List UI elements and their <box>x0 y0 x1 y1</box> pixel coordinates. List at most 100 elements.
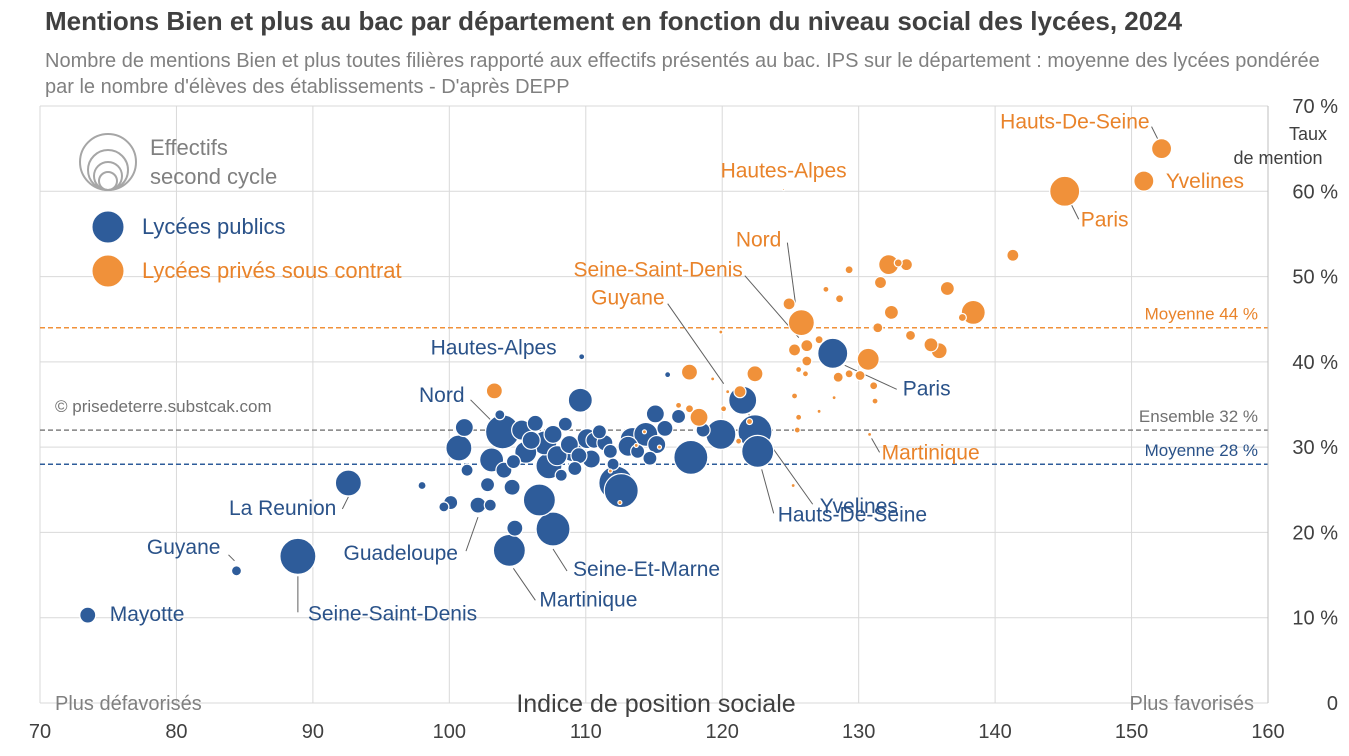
private-point <box>834 294 845 304</box>
public-point-label: Guadeloupe <box>344 542 458 565</box>
private-point <box>904 329 917 342</box>
public-point-label: Seine-Et-Marne <box>573 558 720 581</box>
y-tick-label: 10 % <box>1292 608 1338 630</box>
y-axis-title-2: de mention <box>1233 148 1322 168</box>
public-point <box>522 483 556 517</box>
private-point <box>873 275 888 290</box>
private-point <box>733 385 747 399</box>
y-tick-label: 60 % <box>1292 181 1338 203</box>
private-point <box>782 297 796 311</box>
public-point <box>483 498 497 512</box>
private-point <box>725 389 731 395</box>
private-point <box>746 365 764 383</box>
label-connector <box>761 469 775 514</box>
private-point <box>719 405 728 413</box>
label-connector <box>512 568 536 601</box>
y-tick-label: 0 <box>1327 693 1338 715</box>
label-connector <box>465 516 479 552</box>
private-point-label: Nord <box>736 229 782 252</box>
y-tick-label: 50 % <box>1292 267 1338 289</box>
public-point <box>526 414 544 432</box>
label-connector <box>786 242 796 303</box>
private-point <box>883 304 900 320</box>
public-point <box>645 404 665 424</box>
private-point <box>674 401 683 409</box>
private-point <box>633 442 639 449</box>
reference-line-label: Moyenne 44 % <box>1145 305 1258 324</box>
private-point <box>957 312 967 323</box>
private-point <box>656 444 663 450</box>
grid-layer <box>39 105 1269 704</box>
reference-line-label: Moyenne 28 % <box>1145 441 1258 460</box>
private-point <box>872 322 884 334</box>
y-axis-title-1: Taux <box>1289 124 1327 144</box>
private-point <box>787 309 815 337</box>
public-point-label: Seine-Saint-Denis <box>308 602 477 625</box>
private-point <box>1133 170 1155 192</box>
private-point <box>801 355 813 367</box>
public-point <box>664 371 672 379</box>
private-point <box>822 285 830 293</box>
legend-public-marker <box>91 210 125 244</box>
public-point <box>417 480 427 491</box>
public-point-label: Guyane <box>147 536 221 559</box>
public-point <box>554 468 568 482</box>
public-point-label: La Reunion <box>229 497 336 520</box>
public-point <box>817 337 849 369</box>
size-legend-icon <box>79 133 137 191</box>
public-point <box>79 606 97 624</box>
private-point <box>684 404 695 414</box>
public-point-label: Hautes-Alpes <box>431 337 557 360</box>
private-point <box>795 365 803 374</box>
private-point <box>832 371 844 383</box>
public-point <box>279 537 317 575</box>
private-point-label: Paris <box>1081 208 1129 231</box>
private-point <box>814 335 824 345</box>
public-point <box>479 477 496 493</box>
private-point <box>1049 175 1081 207</box>
public-point-label: Martinique <box>539 588 637 611</box>
private-point <box>745 417 754 426</box>
public-point <box>602 443 618 460</box>
label-connector <box>1070 203 1080 220</box>
x-axis-right-note: Plus favorisés <box>1130 693 1255 715</box>
point-labels: Mayotte Guyane Seine-Saint-Denis La Reunion… <box>110 111 1244 627</box>
label-connector <box>844 364 897 390</box>
legend-private-label: Lycées privés sous contrat <box>142 258 402 283</box>
private-point <box>923 337 939 353</box>
private-point <box>790 392 799 400</box>
private-point <box>831 395 837 401</box>
x-tick-label: 130 <box>842 721 875 743</box>
private-point <box>607 468 613 474</box>
public-point <box>591 424 608 440</box>
private-point <box>960 299 986 325</box>
private-point <box>718 329 724 335</box>
public-point <box>438 501 450 513</box>
public-point <box>673 439 709 475</box>
x-axis-left-note: Plus défavorisés <box>55 693 202 715</box>
x-tick-label: 150 <box>1115 721 1148 743</box>
private-point <box>893 258 903 268</box>
public-point <box>469 496 487 514</box>
public-point <box>334 469 362 497</box>
x-tick-label: 110 <box>570 721 602 743</box>
private-point <box>1150 138 1173 160</box>
size-legend-title-1: Effectifs <box>150 135 228 160</box>
legend-public-label: Lycées publics <box>142 214 285 239</box>
chart-title: Mentions Bien et plus au bac par départe… <box>45 6 1183 36</box>
axes-layer: 70 80 90 100 110 120 130 140 150 160 0 10 % 20 % 30 %… <box>29 96 1338 743</box>
legend: Effectifs second cycle Lycées publics Ly… <box>79 133 402 288</box>
public-point <box>503 478 521 496</box>
x-tick-label: 160 <box>1251 721 1284 743</box>
public-point <box>535 511 571 547</box>
public-point <box>642 450 658 466</box>
private-point <box>1006 248 1020 262</box>
public-point-label: Hauts-De-Seine <box>778 503 927 526</box>
private-point-label: Hauts-De-Seine <box>1000 111 1149 134</box>
private-point <box>800 339 814 353</box>
public-point <box>606 457 620 471</box>
private-point-label: Hautes-Alpes <box>721 160 847 183</box>
x-tick-label: 90 <box>302 721 324 743</box>
public-point-label: Mayotte <box>110 603 185 626</box>
public-point <box>567 387 593 413</box>
